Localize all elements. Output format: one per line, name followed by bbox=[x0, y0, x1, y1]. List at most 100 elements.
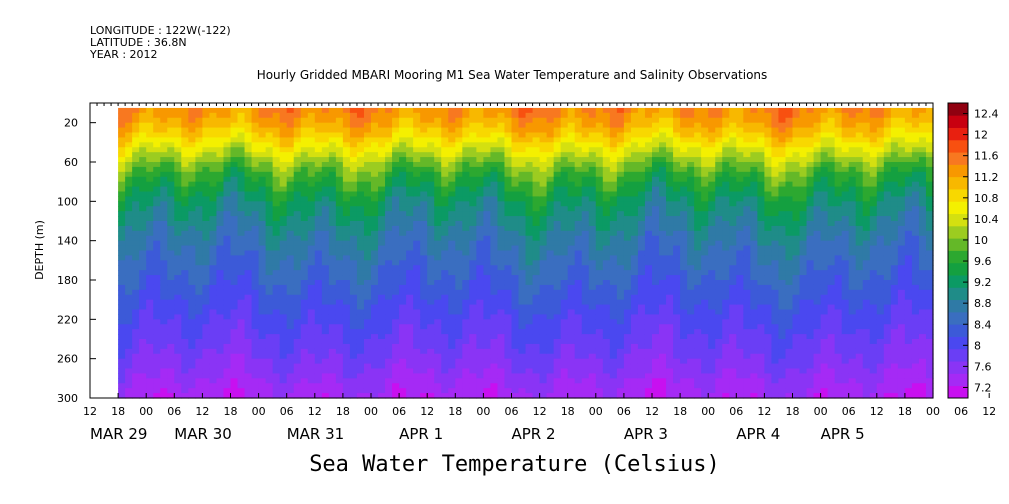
heatmap-cell bbox=[652, 334, 660, 340]
heatmap-cell bbox=[581, 225, 590, 232]
heatmap-cell bbox=[602, 353, 611, 360]
heatmap-cell bbox=[644, 216, 653, 222]
heatmap-cell bbox=[286, 211, 295, 217]
heatmap-cell bbox=[623, 216, 632, 222]
heatmap-cell bbox=[209, 191, 218, 198]
heatmap-cell bbox=[139, 211, 147, 217]
heatmap-cell bbox=[335, 245, 344, 252]
heatmap-cell bbox=[644, 393, 653, 399]
heatmap-cell bbox=[160, 358, 168, 365]
heatmap-cell bbox=[363, 216, 372, 222]
heatmap-cell bbox=[448, 230, 456, 237]
heatmap-cell bbox=[371, 284, 379, 291]
heatmap-cell bbox=[314, 186, 323, 193]
heatmap-cell bbox=[300, 122, 309, 129]
heatmap-cell bbox=[518, 206, 527, 212]
heatmap-cell bbox=[335, 107, 344, 114]
heatmap-cell bbox=[659, 363, 667, 370]
heatmap-cell bbox=[427, 186, 435, 193]
heatmap-cell bbox=[223, 142, 232, 148]
heatmap-cell bbox=[216, 166, 225, 173]
heatmap-cell bbox=[420, 132, 428, 139]
heatmap-cell bbox=[392, 112, 400, 119]
heatmap-cell bbox=[490, 127, 499, 134]
heatmap-cell bbox=[553, 343, 562, 350]
heatmap-cell bbox=[300, 240, 309, 247]
heatmap-cell bbox=[406, 230, 414, 237]
heatmap-cell bbox=[244, 181, 253, 188]
heatmap-cell bbox=[139, 225, 147, 232]
heatmap-cell bbox=[265, 368, 274, 375]
heatmap-cell bbox=[195, 191, 203, 198]
heatmap-cell bbox=[160, 324, 168, 330]
heatmap-cell bbox=[427, 147, 435, 153]
heatmap-cell bbox=[644, 304, 653, 311]
heatmap-cell bbox=[518, 353, 527, 360]
heatmap-cell bbox=[244, 216, 253, 222]
heatmap-cell bbox=[652, 388, 660, 394]
heatmap-cell bbox=[616, 383, 625, 389]
heatmap-cell bbox=[595, 122, 604, 129]
heatmap-cell bbox=[609, 250, 618, 257]
heatmap-cell bbox=[118, 348, 126, 355]
heatmap-cell bbox=[701, 162, 709, 168]
heatmap-cell bbox=[328, 230, 337, 237]
heatmap-cell bbox=[188, 255, 196, 261]
heatmap-cell bbox=[188, 201, 196, 207]
heatmap-cell bbox=[216, 112, 225, 119]
heatmap-cell bbox=[574, 388, 583, 394]
heatmap-cell bbox=[335, 216, 344, 222]
heatmap-cell bbox=[427, 191, 435, 198]
heatmap-cell bbox=[455, 329, 463, 335]
heatmap-cell bbox=[616, 112, 625, 119]
heatmap-cell bbox=[448, 225, 456, 232]
heatmap-cell bbox=[680, 250, 688, 257]
heatmap-cell bbox=[160, 171, 168, 178]
heatmap-cell bbox=[378, 339, 386, 345]
heatmap-cell bbox=[476, 294, 485, 301]
heatmap-cell bbox=[602, 299, 611, 306]
heatmap-cell bbox=[427, 162, 435, 168]
heatmap-cell bbox=[595, 171, 604, 178]
heatmap-cell bbox=[153, 353, 161, 360]
heatmap-cell bbox=[609, 284, 618, 291]
heatmap-cell bbox=[223, 358, 232, 365]
heatmap-cell bbox=[483, 162, 492, 168]
heatmap-cell bbox=[244, 309, 253, 316]
heatmap-cell bbox=[139, 152, 147, 158]
heatmap-cell bbox=[300, 334, 309, 340]
heatmap-cell bbox=[518, 122, 527, 129]
heatmap-cell bbox=[644, 339, 653, 345]
heatmap-cell bbox=[181, 147, 189, 153]
heatmap-cell bbox=[560, 284, 569, 291]
heatmap-cell bbox=[399, 373, 407, 379]
heatmap-cell bbox=[623, 314, 632, 320]
heatmap-cell bbox=[258, 378, 267, 384]
heatmap-cell bbox=[694, 393, 702, 399]
heatmap-cell bbox=[392, 240, 400, 247]
heatmap-cell bbox=[321, 363, 330, 370]
heatmap-cell bbox=[272, 221, 281, 227]
heatmap-cell bbox=[413, 127, 421, 134]
heatmap-cell bbox=[216, 235, 225, 242]
heatmap-cell bbox=[237, 162, 246, 168]
heatmap-cell bbox=[644, 171, 653, 178]
heatmap-cell bbox=[560, 343, 569, 350]
heatmap-cell bbox=[462, 363, 470, 370]
heatmap-cell bbox=[490, 319, 499, 325]
heatmap-cell bbox=[230, 334, 239, 340]
heatmap-cell bbox=[251, 166, 260, 173]
heatmap-cell bbox=[462, 353, 470, 360]
heatmap-cell bbox=[637, 132, 646, 139]
heatmap-cell bbox=[525, 353, 534, 360]
heatmap-cell bbox=[581, 393, 590, 399]
heatmap-cell bbox=[300, 186, 309, 193]
heatmap-cell bbox=[602, 132, 611, 139]
heatmap-cell bbox=[279, 319, 288, 325]
heatmap-cell bbox=[349, 152, 358, 158]
heatmap-cell bbox=[174, 324, 182, 330]
heatmap-cell bbox=[279, 122, 288, 129]
heatmap-cell bbox=[539, 373, 548, 379]
heatmap-cell bbox=[265, 157, 274, 163]
heatmap-cell bbox=[160, 289, 168, 296]
